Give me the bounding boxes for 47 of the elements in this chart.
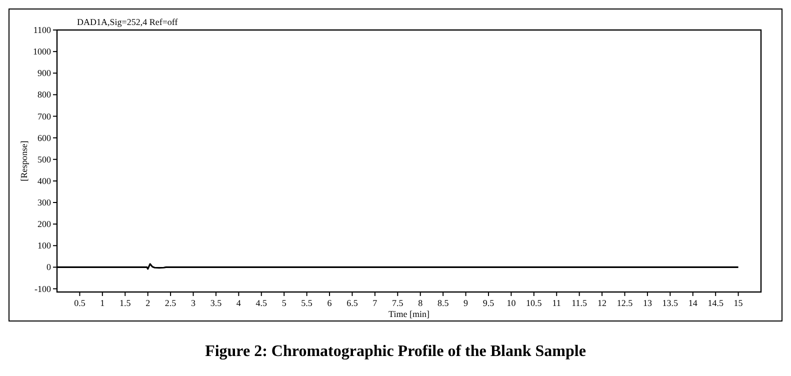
x-tick-label: 13.5	[662, 298, 679, 308]
x-tick-label: 12.5	[616, 298, 634, 308]
x-tick-label: 11.5	[572, 298, 588, 308]
y-tick-label: 900	[38, 68, 52, 78]
x-tick-label: 13	[642, 298, 652, 308]
y-tick-label: 300	[38, 198, 52, 208]
x-tick-label: 3	[191, 298, 196, 308]
y-axis-title: [Response]	[19, 140, 29, 182]
x-tick-label: 5	[282, 298, 287, 308]
x-tick-label: 12	[598, 298, 607, 308]
y-tick-label: 200	[38, 219, 52, 230]
y-tick-label: 800	[38, 90, 52, 100]
x-tick-label: 7.5	[392, 298, 404, 308]
y-tick-label: 100	[38, 240, 52, 251]
x-tick-label: 7	[372, 298, 378, 308]
y-tick-label: 0	[46, 262, 52, 272]
x-tick-label: 9	[464, 298, 469, 308]
y-tick-label: 400	[38, 176, 52, 186]
y-tick-label: 700	[38, 111, 52, 122]
chart-title: DAD1A,Sig=252,4 Ref=off	[77, 17, 178, 27]
x-tick-label: 4	[236, 298, 242, 308]
x-tick-label: 14.5	[708, 298, 724, 308]
x-tick-label: 4.5	[256, 298, 268, 308]
x-tick-label: 1.5	[120, 298, 132, 308]
x-tick-label: 2	[146, 298, 150, 308]
x-tick-label: 15	[734, 298, 744, 308]
x-tick-label: 6.5	[346, 298, 358, 308]
x-tick-label: 5.5	[301, 298, 313, 308]
x-tick-label: 3.5	[210, 298, 222, 308]
caption: Figure 2: Chromatographic Profile of the Blank Sample	[205, 343, 586, 360]
y-tick-label: 500	[38, 154, 52, 164]
x-tick-label: 2.5	[164, 298, 177, 308]
x-tick-label: 8	[418, 298, 424, 308]
y-tick-label: -100	[34, 284, 52, 294]
x-tick-label: 8.5	[437, 298, 450, 308]
x-tick-label: 11	[552, 298, 561, 308]
y-tick-label: 1100	[33, 25, 52, 35]
y-tick-label: 600	[38, 132, 52, 143]
x-tick-label: 14	[688, 298, 698, 308]
y-tick-label: 1000	[33, 46, 52, 57]
x-tick-label: 1	[100, 298, 105, 308]
x-tick-label: 0.5	[74, 298, 86, 308]
x-tick-label: 10	[506, 298, 516, 308]
x-tick-label: 10.5	[526, 298, 542, 308]
x-tick-label: 6	[327, 298, 332, 308]
x-axis-title: Time [min]	[388, 309, 430, 319]
x-tick-label: 9.5	[482, 298, 495, 308]
